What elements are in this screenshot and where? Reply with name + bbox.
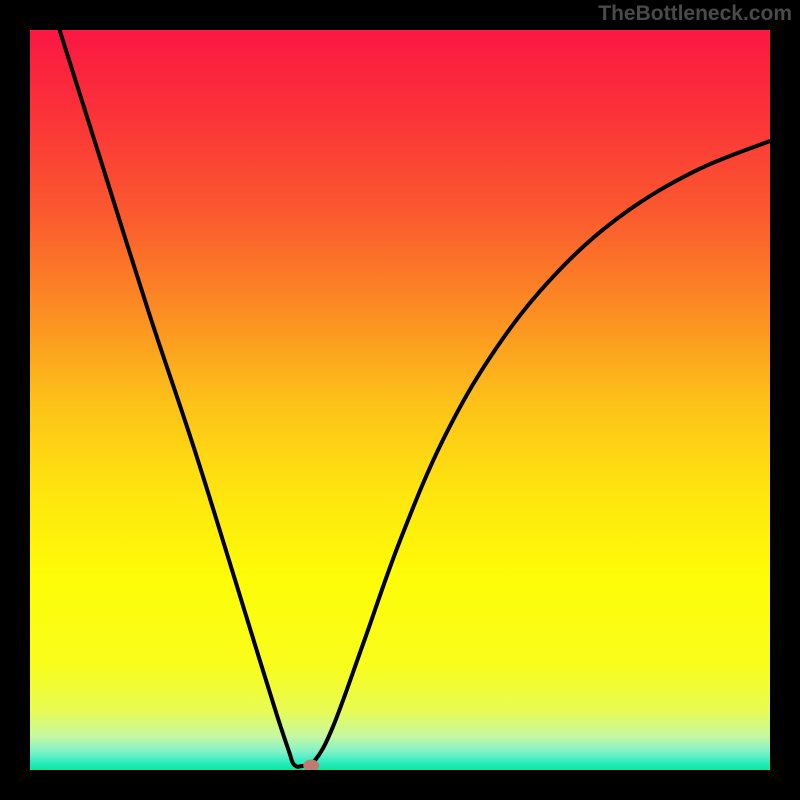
chart-container: TheBottleneck.com [0, 0, 800, 800]
optimum-marker [303, 760, 319, 772]
watermark-text: TheBottleneck.com [598, 2, 792, 26]
bottleneck-chart [0, 0, 800, 800]
chart-plot-area [30, 30, 770, 770]
